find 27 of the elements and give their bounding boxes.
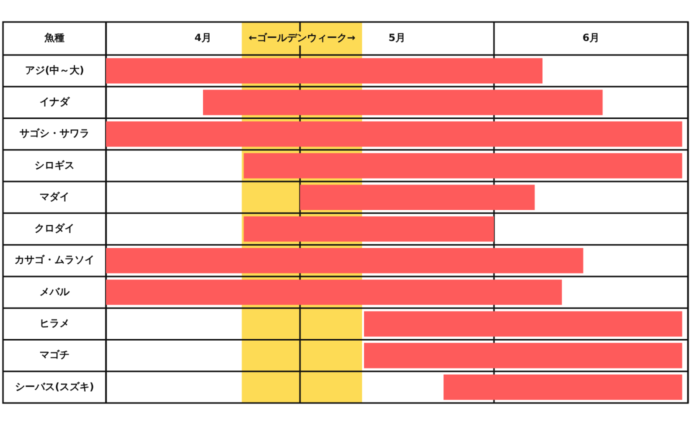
bar — [364, 342, 682, 368]
bar — [106, 280, 562, 305]
y-tick-label: アジ(中～大) — [24, 64, 84, 76]
y-tick-label: ヒラメ — [40, 318, 70, 330]
y-tick-label: マダイ — [40, 190, 70, 203]
bar — [244, 153, 682, 178]
bar — [106, 248, 584, 274]
bar — [300, 184, 535, 210]
y-tick-label: サゴシ・サワラ — [20, 128, 90, 140]
y-tick-label: カサゴ・ムラソイ — [14, 254, 94, 266]
x-tick-label: 5月 — [388, 33, 406, 44]
y-tick-label: メバル — [40, 286, 70, 298]
y-tick-label: シーバス(スズキ) — [14, 380, 94, 393]
y-tick-label: クロダイ — [34, 222, 74, 235]
bar — [106, 121, 682, 147]
y-tick-label: マゴチ — [40, 349, 70, 362]
x-tick-label: 6月 — [582, 33, 600, 44]
bar — [203, 90, 603, 116]
bar — [106, 58, 542, 84]
bar — [364, 311, 682, 337]
y-tick-label: イナダ — [40, 96, 70, 108]
y-axis-title: 魚種 — [44, 32, 64, 44]
y-tick-label: シロギス — [34, 159, 74, 172]
bar — [444, 374, 682, 400]
bar — [244, 216, 494, 242]
x-tick-label: 4月 — [194, 33, 212, 44]
band-label: ←ゴールデンウィーク→ — [248, 32, 356, 44]
